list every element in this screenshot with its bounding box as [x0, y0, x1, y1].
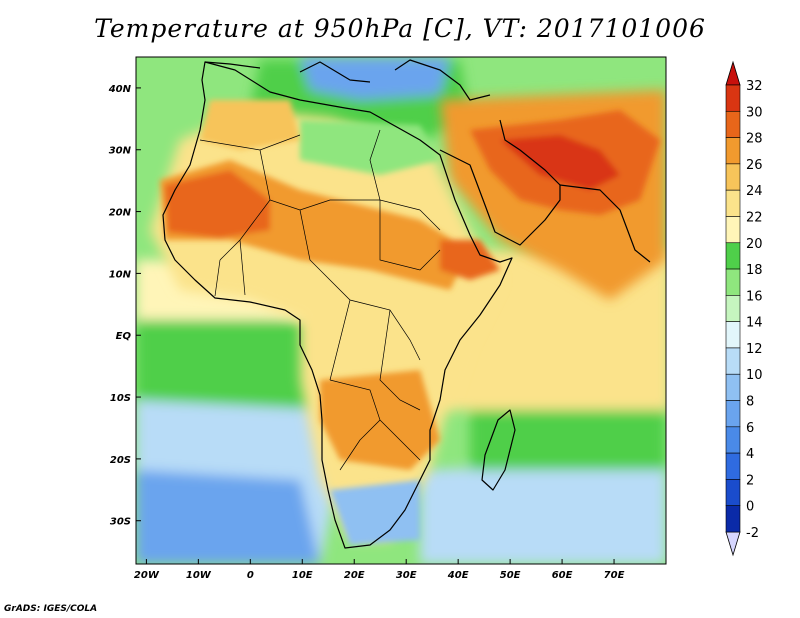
colorbar-level-label: 16 [746, 289, 763, 304]
colorbar-level-label: 28 [746, 132, 763, 147]
europe-coastline [204, 59, 491, 101]
atlas-green [200, 100, 300, 150]
credit-text: GrADS: IGES/COLA [4, 604, 98, 614]
lon-tick-label: 30E [396, 570, 417, 581]
colorbar-under-triangle [725, 531, 741, 557]
colorbar-level-label: 20 [746, 237, 763, 252]
lat-tick-label: 20N [109, 208, 132, 219]
europe-cool [300, 57, 450, 100]
colorbar-segment [725, 268, 741, 296]
colorbar-level-label: 24 [746, 184, 763, 199]
lon-tick-label: 20W [134, 570, 160, 581]
colorbar-over-triangle [725, 60, 741, 86]
south-africa-cool [330, 480, 420, 545]
lat-tick-label: 30S [110, 517, 131, 528]
colorbar-segment [725, 452, 741, 480]
gulf-very-hot [500, 135, 620, 190]
lon-tick-label: 20E [344, 570, 365, 581]
arabia-coastline [439, 119, 561, 246]
colorbar-segment [725, 321, 741, 349]
colorbar-level-label: 4 [746, 447, 754, 462]
north-africa-green [300, 120, 440, 175]
colorbar-level-label: 14 [746, 316, 763, 331]
africa-coastline [162, 61, 513, 549]
country-borders [199, 129, 441, 471]
colorbar-level-label: 30 [746, 105, 763, 120]
colorbar-segment [725, 110, 741, 138]
colorbar-segment [725, 216, 741, 244]
colorbar-level-label: 32 [746, 79, 763, 94]
lat-axis: 40N 30N 20N 10N EQ 10S 20S 30S [108, 84, 141, 528]
lon-tick-label: 10E [292, 570, 313, 581]
colorbar-level-label: 0 [746, 500, 754, 515]
horn-hot [440, 240, 500, 280]
colorbar-segment [725, 242, 741, 270]
lat-tick-label: 30N [109, 146, 132, 157]
colorbar-segment [725, 189, 741, 217]
west-sahara-hot [165, 170, 270, 238]
colorbar-segment [725, 505, 741, 533]
southern-ocean-east [420, 460, 666, 564]
plot-frame [135, 56, 667, 565]
colorbar-level-label: 22 [746, 210, 763, 225]
colorbar-segment [725, 400, 741, 428]
colorbar-segment [725, 479, 741, 507]
lat-tick-label: EQ [116, 331, 132, 342]
south-indian-green [470, 410, 666, 470]
colorbar-segment [725, 426, 741, 454]
coastlines [162, 59, 651, 549]
colorbar-level-label: 8 [746, 395, 754, 410]
colorbar-segment [725, 163, 741, 191]
lat-tick-label: 10S [110, 393, 131, 404]
colorbar-level-label: 10 [746, 368, 763, 383]
madagascar-coastline [481, 409, 516, 491]
lon-axis: 20W 10W 0 10E 20E 30E 40E 50E 60E 70E [134, 559, 625, 581]
lat-tick-label: 20S [110, 455, 131, 466]
asia-coastline [559, 184, 651, 263]
lon-tick-label: 60E [552, 570, 573, 581]
lat-tick-label: 10N [109, 269, 132, 280]
temperature-field [136, 57, 666, 564]
colorbar-segment [725, 137, 741, 165]
colorbar-level-label: -2 [746, 526, 759, 541]
colorbar-level-label: 18 [746, 263, 763, 278]
lon-tick-label: 0 [247, 570, 254, 581]
lon-tick-label: 10W [186, 570, 212, 581]
lat-tick-label: 40N [108, 84, 132, 95]
map-title: Temperature at 950hPa [C], VT: 201710100… [94, 14, 706, 43]
lon-tick-label: 50E [500, 570, 521, 581]
lon-tick-label: 70E [604, 570, 625, 581]
colorbar-level-label: 6 [746, 421, 754, 436]
cold-southern-ocean [136, 470, 320, 564]
colorbar-segment [725, 84, 741, 112]
colorbar-level-label: 12 [746, 342, 763, 357]
colorbar-segment [725, 295, 741, 322]
colorbar-level-label: 2 [746, 473, 754, 488]
lon-tick-label: 40E [447, 570, 469, 581]
colorbar-segment [725, 373, 741, 401]
colorbar-level-label: 26 [746, 158, 763, 173]
colorbar-segment [725, 347, 741, 375]
